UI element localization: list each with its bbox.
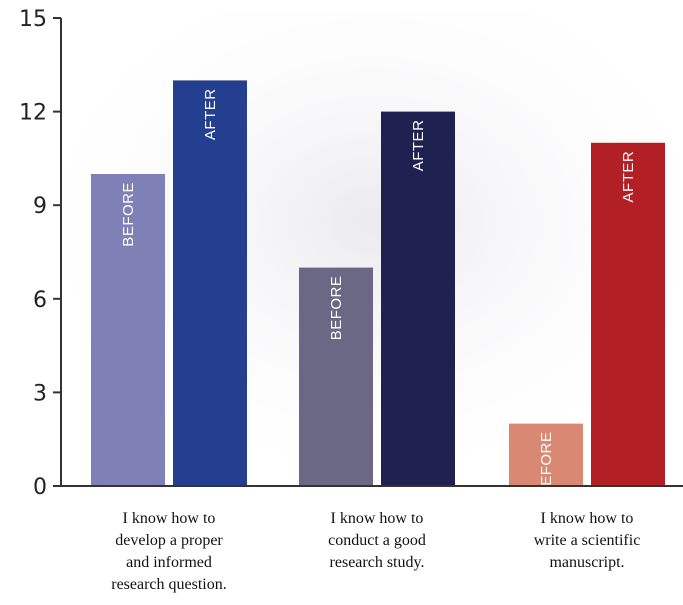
axes-group: 0 3 6 9 12 15	[19, 7, 683, 500]
bar-label-before-1: BEFORE	[120, 182, 137, 247]
y-tick-label-15: 15	[19, 7, 47, 32]
category-label-2: I know how to conduct a good research st…	[328, 510, 426, 571]
bar-after-3	[591, 142, 665, 487]
bar-label-before-3: BEFORE	[538, 432, 555, 497]
bar-after-2	[381, 111, 455, 486]
bar-before-3	[509, 423, 583, 486]
y-tick-label-0: 0	[33, 475, 47, 500]
bar-label-after-2: AFTER	[410, 120, 427, 172]
bars-group: BEFORE AFTER BEFORE AFTER BEFORE AFTER	[91, 80, 665, 496]
y-tick-label-12: 12	[19, 101, 47, 126]
bar-before-2	[299, 267, 373, 486]
bar-label-after-3: AFTER	[620, 151, 637, 203]
y-tick-label-6: 6	[33, 288, 47, 313]
bar-after-1	[173, 80, 247, 487]
bar-label-before-2: BEFORE	[328, 276, 345, 341]
bar-before-1	[91, 174, 165, 486]
chart-background-glow	[70, 10, 680, 480]
y-tick-label-3: 3	[33, 381, 47, 406]
category-label-1: I know how to develop a proper and infor…	[111, 510, 227, 593]
category-label-3: I know how to write a scientific manuscr…	[533, 510, 641, 571]
y-tick-label-9: 9	[33, 194, 47, 219]
bar-label-after-1: AFTER	[202, 88, 219, 140]
